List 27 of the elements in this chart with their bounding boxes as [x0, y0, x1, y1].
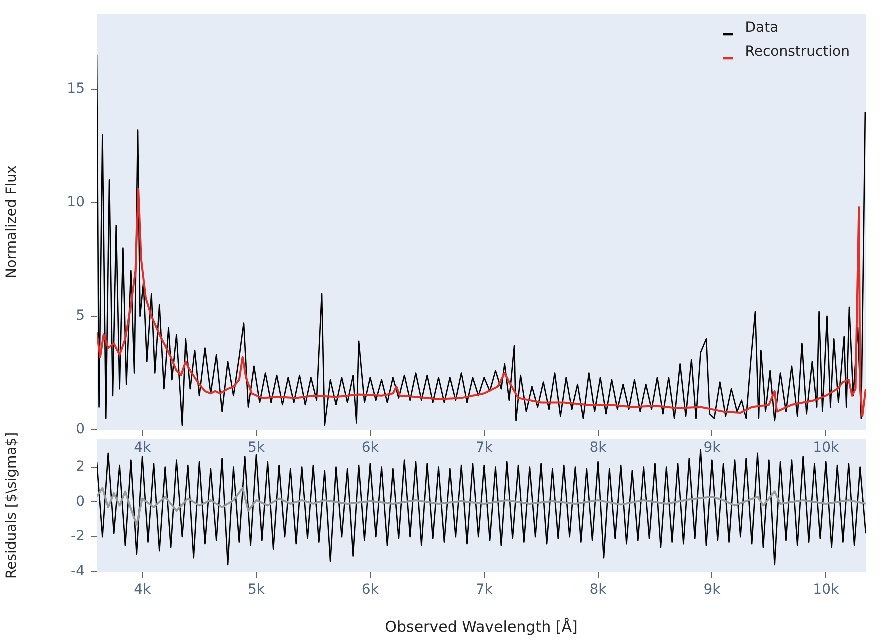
x-tick-label: 4k	[134, 582, 152, 598]
y-tick-label: 0	[76, 494, 85, 510]
x-tick-label: 7k	[476, 582, 494, 598]
x-tick-label: 10k	[813, 440, 840, 456]
x-tick-label: 9k	[704, 440, 722, 456]
y-axis-title: Residuals [$\sigma$]	[4, 432, 20, 580]
y-tick-label: 15	[67, 80, 85, 97]
x-tick-label: 10k	[813, 582, 840, 598]
y-tick-label: 10	[67, 194, 85, 211]
y-axis-title: Normalized Flux	[4, 166, 20, 279]
y-tick-label: 0	[76, 422, 85, 438]
x-tick-label: 7k	[476, 440, 494, 456]
x-axis-title: Observed Wavelength [Å]	[385, 618, 578, 636]
x-tick-label: 8k	[590, 440, 608, 456]
y-tick-label: -4	[71, 564, 86, 580]
x-tick-label: 6k	[362, 440, 380, 456]
x-tick-label: 5k	[248, 582, 266, 598]
y-tick-label: 2	[76, 458, 85, 475]
x-tick-label: 4k	[134, 440, 152, 456]
y-tick-label: -2	[71, 528, 85, 545]
x-tick-label: 9k	[704, 582, 722, 598]
y-tick-label: 5	[76, 308, 85, 324]
x-tick-label: 5k	[248, 440, 266, 456]
x-tick-label: 6k	[362, 582, 380, 598]
x-tick-label: 8k	[590, 582, 608, 598]
legend-label: Reconstruction	[745, 44, 850, 60]
legend-label: Data	[745, 20, 779, 36]
